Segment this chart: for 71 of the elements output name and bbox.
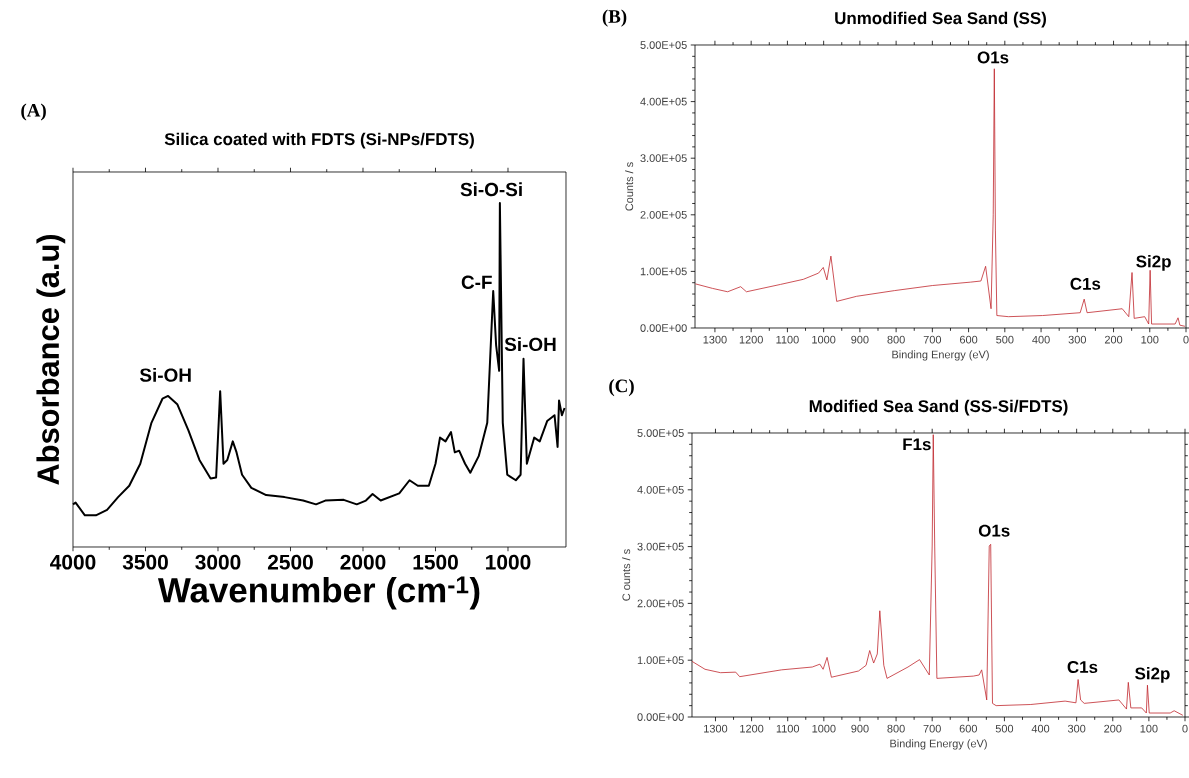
- y-tick-label: 2.00E+05: [640, 210, 687, 219]
- y-tick-label: 5.00E+05: [640, 41, 687, 49]
- text: (C): [609, 378, 634, 397]
- x-tick-label: 0: [1182, 724, 1188, 733]
- y-tick-label: 3.00E+05: [637, 542, 684, 551]
- x-tick-label: 1000: [812, 724, 836, 733]
- chart-title: Modified Sea Sand (SS-Si/FDTS): [809, 399, 1068, 416]
- x-axis-title: Wavenumber (cm$^{-1}$): [157, 576, 480, 610]
- chart-title: Silica coated with FDTS (Si-NPs/FDTS): [164, 132, 474, 149]
- x-tick-label: 300: [1067, 724, 1086, 733]
- text: (B): [602, 9, 627, 27]
- x-tick-label: 1300: [704, 724, 728, 733]
- x-tick-label: 200: [1104, 335, 1123, 344]
- x-tick-label: 600: [959, 724, 977, 733]
- text: (A): [21, 103, 46, 121]
- line-series: [694, 68, 1186, 327]
- x-tick-label: 1100: [776, 724, 800, 733]
- x-tick-label: 600: [960, 335, 978, 344]
- chart-title: Unmodified Sea Sand (SS): [835, 11, 1046, 28]
- text: Si-O-Si: [460, 182, 522, 197]
- annotation: C1s: [1070, 277, 1101, 290]
- x-tick-label: 1300: [703, 335, 727, 344]
- y-tick-label: 0.00E+00: [637, 713, 684, 721]
- y-tick-label: 1.00E+05: [637, 656, 684, 665]
- x-tick-label: 1200: [740, 724, 764, 733]
- annotation: Si2p: [1136, 255, 1171, 271]
- x-tick-label: 200: [1104, 724, 1122, 733]
- annotation: C1s: [1067, 661, 1098, 674]
- x-axis-title: Binding Energy (eV): [892, 350, 989, 361]
- x-tick-label: 500: [995, 724, 1014, 733]
- annotation: Si2p: [1135, 667, 1170, 683]
- x-tick-label: 2000: [340, 554, 386, 570]
- x-tick-label: 1500: [413, 554, 458, 570]
- annotation: C-F: [461, 275, 492, 289]
- annotation: Si-OH: [139, 367, 191, 382]
- x-tick-label: 3500: [122, 554, 168, 570]
- x-tick-label: 300: [1068, 335, 1086, 344]
- x-tick-label: 1000: [812, 335, 836, 344]
- x-tick-label: 700: [923, 335, 942, 344]
- x-tick-label: 500: [996, 335, 1014, 344]
- annotation: Si-OH: [504, 337, 556, 352]
- x-tick-label: 2500: [267, 554, 313, 570]
- x-tick-label: 1000: [486, 554, 531, 570]
- y-axis-title: C ounts / s: [622, 549, 631, 601]
- y-tick-label: 5.00E+05: [637, 429, 684, 437]
- x-tick-label: 4000: [50, 554, 96, 570]
- x-tick-label: 1100: [776, 335, 799, 344]
- y-tick-label: 0.00E+00: [640, 324, 687, 332]
- annotation: O1s: [978, 524, 1010, 537]
- x-tick-label: 700: [923, 724, 941, 733]
- x-tick-label: 800: [887, 335, 905, 344]
- x-tick-label: 1200: [739, 335, 763, 344]
- x-tick-label: 100: [1141, 335, 1159, 344]
- y-tick-label: 1.00E+05: [640, 267, 687, 276]
- y-tick-label: 3.00E+05: [640, 154, 687, 163]
- y-tick-label: 2.00E+05: [637, 599, 684, 608]
- y-tick-label: 4.00E+05: [640, 97, 687, 106]
- x-tick-label: 400: [1031, 724, 1050, 733]
- x-tick-label: 400: [1032, 335, 1050, 344]
- y-axis-title: Absorbance (a.u): [36, 234, 66, 485]
- x-tick-label: 800: [887, 724, 905, 733]
- x-tick-label: 3000: [195, 554, 241, 570]
- y-axis-title: Counts / s: [625, 162, 634, 211]
- x-axis-title: Binding Energy (eV): [890, 739, 987, 750]
- annotation: F1s: [903, 438, 931, 451]
- y-tick-label: 4.00E+05: [637, 485, 684, 494]
- x-tick-label: 900: [851, 724, 869, 733]
- x-tick-label: 0: [1183, 335, 1189, 344]
- x-tick-label: 900: [851, 335, 869, 344]
- annotation: O1s: [977, 51, 1009, 64]
- x-tick-label: 100: [1140, 724, 1158, 733]
